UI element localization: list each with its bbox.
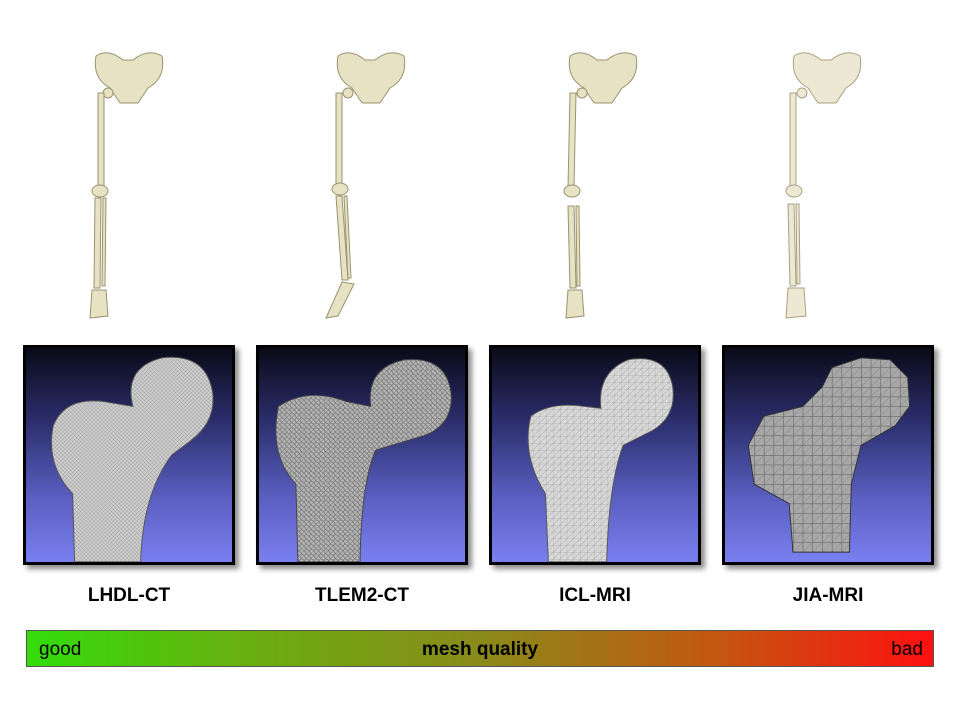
dataset-label-lhdl-ct: LHDL-CT (87, 585, 171, 606)
femur-panel-jia-mri (722, 345, 934, 565)
skeleton-leg-icl-mri (563, 52, 638, 319)
femur-panel-lhdl-ct (23, 345, 235, 565)
femur-panel-icl-mri (489, 345, 701, 565)
dataset-label-jia-mri: JIA-MRI (792, 585, 864, 606)
skeleton-leg-lhdl-ct (89, 52, 164, 319)
quality-good-label: good (39, 639, 82, 660)
quality-bad-label: bad (891, 639, 923, 660)
skeleton-leg-tlem2-ct (325, 52, 406, 319)
quality-center-label: mesh quality (421, 639, 539, 660)
femur-panel-tlem2-ct (256, 345, 468, 565)
mesh-quality-bar: good mesh quality bad (26, 630, 934, 667)
skeleton-leg-jia-mri (785, 52, 862, 319)
dataset-label-tlem2-ct: TLEM2-CT (315, 585, 409, 606)
dataset-label-icl-mri: ICL-MRI (559, 585, 631, 606)
